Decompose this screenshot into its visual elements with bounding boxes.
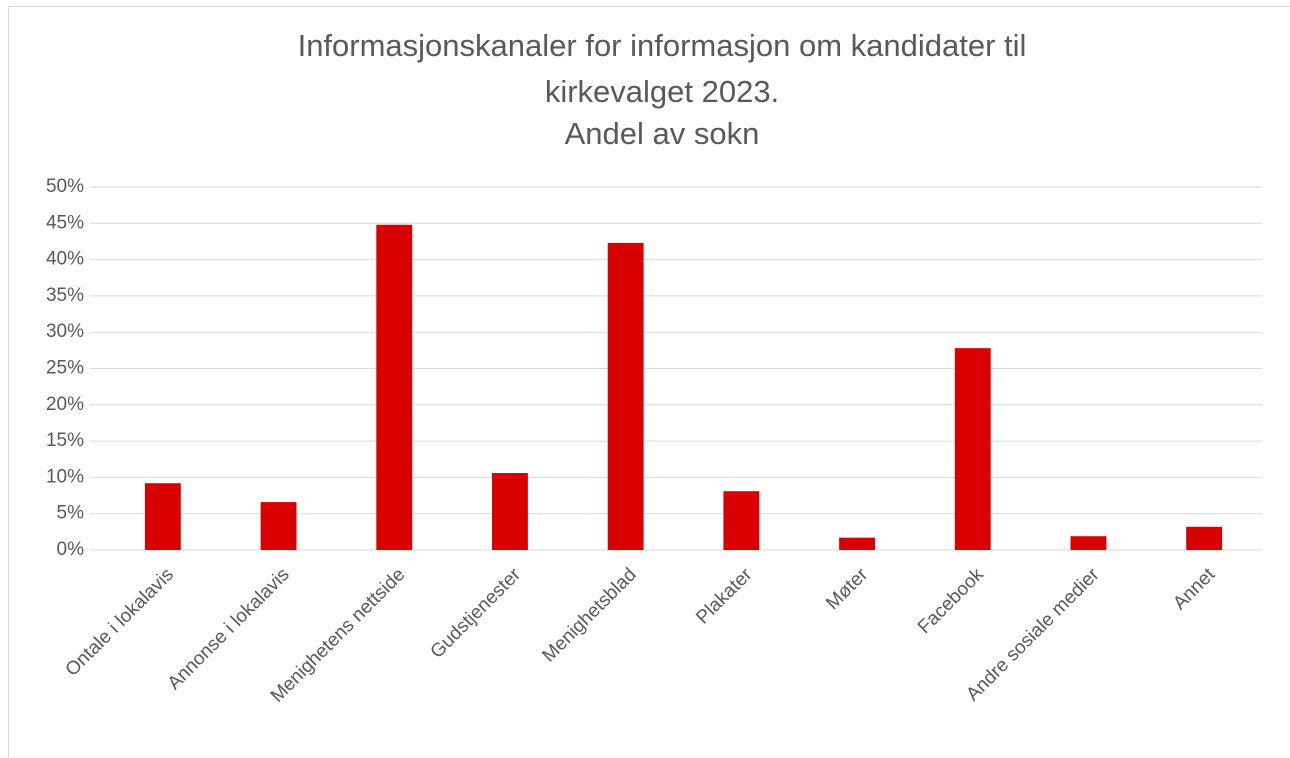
y-tick-label: 20%: [46, 394, 84, 415]
y-tick-label: 40%: [46, 249, 84, 270]
y-tick-label: 15%: [46, 430, 84, 451]
bar: [144, 483, 181, 550]
chart-title: Informasjonskanaler for informasjon om k…: [298, 28, 1027, 63]
bar: [376, 224, 413, 550]
y-tick-label: 10%: [46, 466, 84, 487]
chart-frame: [8, 6, 1290, 758]
y-tick-label: 30%: [46, 321, 84, 342]
bar: [723, 491, 760, 550]
y-tick-label: 5%: [57, 503, 85, 524]
chart-title: kirkevalget 2023.: [545, 74, 779, 109]
y-tick-label: 50%: [46, 176, 84, 197]
bar: [607, 242, 644, 551]
y-tick-label: 35%: [46, 285, 84, 306]
chart-title: Andel av sokn: [565, 116, 760, 151]
y-tick-label: 45%: [46, 212, 84, 233]
bar: [839, 537, 875, 550]
y-tick-label: 25%: [46, 358, 84, 379]
bar: [492, 473, 528, 550]
bar: [1070, 536, 1107, 550]
bar: [954, 348, 991, 550]
y-tick-label: 0%: [57, 539, 85, 560]
bar: [1186, 526, 1223, 550]
bar: [260, 502, 297, 550]
